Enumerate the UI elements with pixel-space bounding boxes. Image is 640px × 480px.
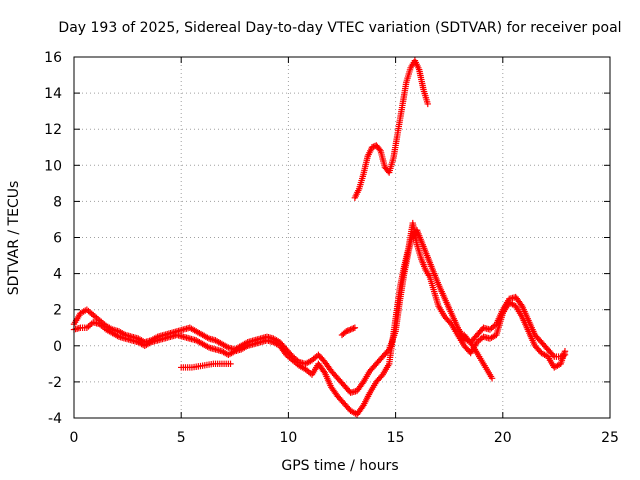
y-tick-label: -2 [48,375,62,391]
axis-ticks: 0 5 10 15 20 25 -4 -2 0 2 4 6 8 10 12 14 16 [44,50,619,446]
y-tick-label: 14 [44,86,62,102]
data-point [351,324,359,331]
data-point [359,403,366,411]
data-point [344,327,351,334]
y-tick-label: -4 [48,411,62,427]
data-point [378,372,385,380]
data-point [320,368,327,375]
y-tick-label: 2 [53,303,62,319]
x-tick-label: 20 [494,430,512,446]
y-tick-label: 8 [53,194,62,210]
data-point [359,380,366,387]
x-tick-label: 0 [70,430,79,446]
data-point [376,146,383,153]
data-point [348,325,356,333]
data-point [446,319,454,326]
x-axis-label: GPS time / hours [281,458,398,474]
chart-title: Day 193 of 2025, Sidereal Day-to-day VTE… [58,20,621,36]
x-tick-label: 5 [177,430,186,446]
data-point [343,328,350,335]
y-tick-label: 4 [53,267,62,283]
x-tick-label: 10 [279,430,297,446]
y-tick-label: 6 [53,231,62,247]
series-4 [461,331,496,382]
y-tick-label: 0 [53,339,62,355]
series-1 [70,219,569,418]
data-point [368,144,376,151]
y-tick-label: 12 [44,122,62,138]
data-point [345,326,353,334]
series-5 [351,57,431,201]
y-axis-label: SDTVAR / TECUs [6,181,22,296]
data-point [350,325,357,332]
y-tick-label: 16 [44,50,62,66]
data-point [227,360,234,368]
data-point [424,100,431,108]
data-point [347,326,354,333]
data-point [517,301,525,308]
data-point [561,348,569,355]
data-point [488,375,496,382]
data-point [549,351,557,359]
series-3 [338,324,359,339]
y-tick-label: 10 [44,158,62,174]
x-tick-label: 15 [387,430,405,446]
data-points [70,57,569,418]
x-tick-label: 25 [601,430,619,446]
series-2 [178,360,234,371]
